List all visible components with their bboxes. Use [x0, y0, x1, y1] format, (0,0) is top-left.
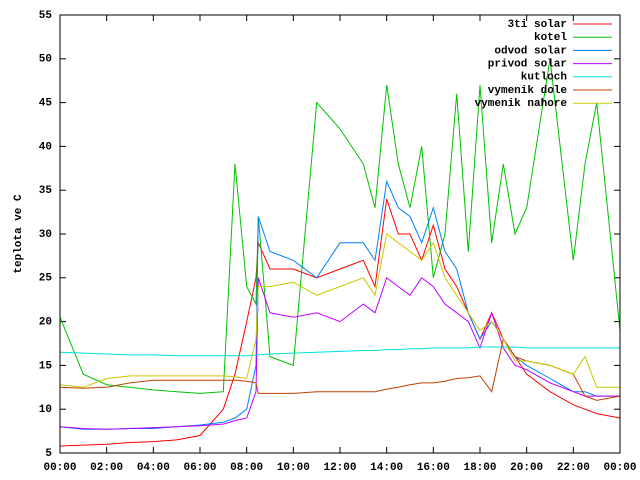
y-tick-label: 25 [39, 273, 53, 285]
x-tick-label: 10:00 [277, 462, 310, 474]
y-tick-label: 35 [39, 185, 53, 197]
plot-frame [59, 14, 621, 454]
y-axis-label: teplota ve C [13, 194, 25, 274]
series-line [59, 346, 620, 357]
x-tick-label: 00:00 [603, 462, 636, 474]
x-tick-label: 04:00 [137, 462, 170, 474]
series-line [59, 58, 621, 394]
y-tick-label: 5 [45, 448, 52, 460]
y-tick-label: 45 [39, 98, 53, 110]
legend-label: kotel [534, 32, 567, 44]
x-tick-label: 14:00 [370, 462, 403, 474]
y-tick-label: 30 [39, 229, 52, 241]
y-tick-label: 15 [39, 360, 53, 372]
legend-label: kutloch [521, 72, 567, 84]
x-tick-label: 00:00 [43, 462, 76, 474]
y-tick-label: 55 [39, 10, 53, 22]
legend-label: vymenik nahore [475, 98, 568, 110]
x-tick-label: 08:00 [230, 462, 263, 474]
series-line [59, 198, 621, 447]
series-line [59, 337, 621, 401]
x-tick-label: 12:00 [323, 462, 356, 474]
x-tick-label: 06:00 [183, 462, 216, 474]
y-tick-label: 40 [39, 141, 52, 153]
legend-label: vymenik dole [488, 85, 568, 97]
legend-label: 3ti solar [508, 19, 567, 31]
legend-label: odvod solar [494, 45, 567, 57]
series-line [59, 276, 620, 430]
y-tick-label: 20 [39, 317, 52, 329]
series-line [59, 233, 620, 388]
legend-label: privod solar [488, 59, 567, 71]
x-tick-label: 02:00 [90, 462, 123, 474]
y-tick-label: 50 [39, 54, 52, 66]
x-tick-label: 16:00 [417, 462, 450, 474]
x-tick-label: 18:00 [463, 462, 496, 474]
x-tick-label: 22:00 [557, 462, 590, 474]
x-tick-label: 20:00 [510, 462, 543, 474]
y-tick-label: 10 [39, 404, 52, 416]
series-line [59, 179, 620, 430]
